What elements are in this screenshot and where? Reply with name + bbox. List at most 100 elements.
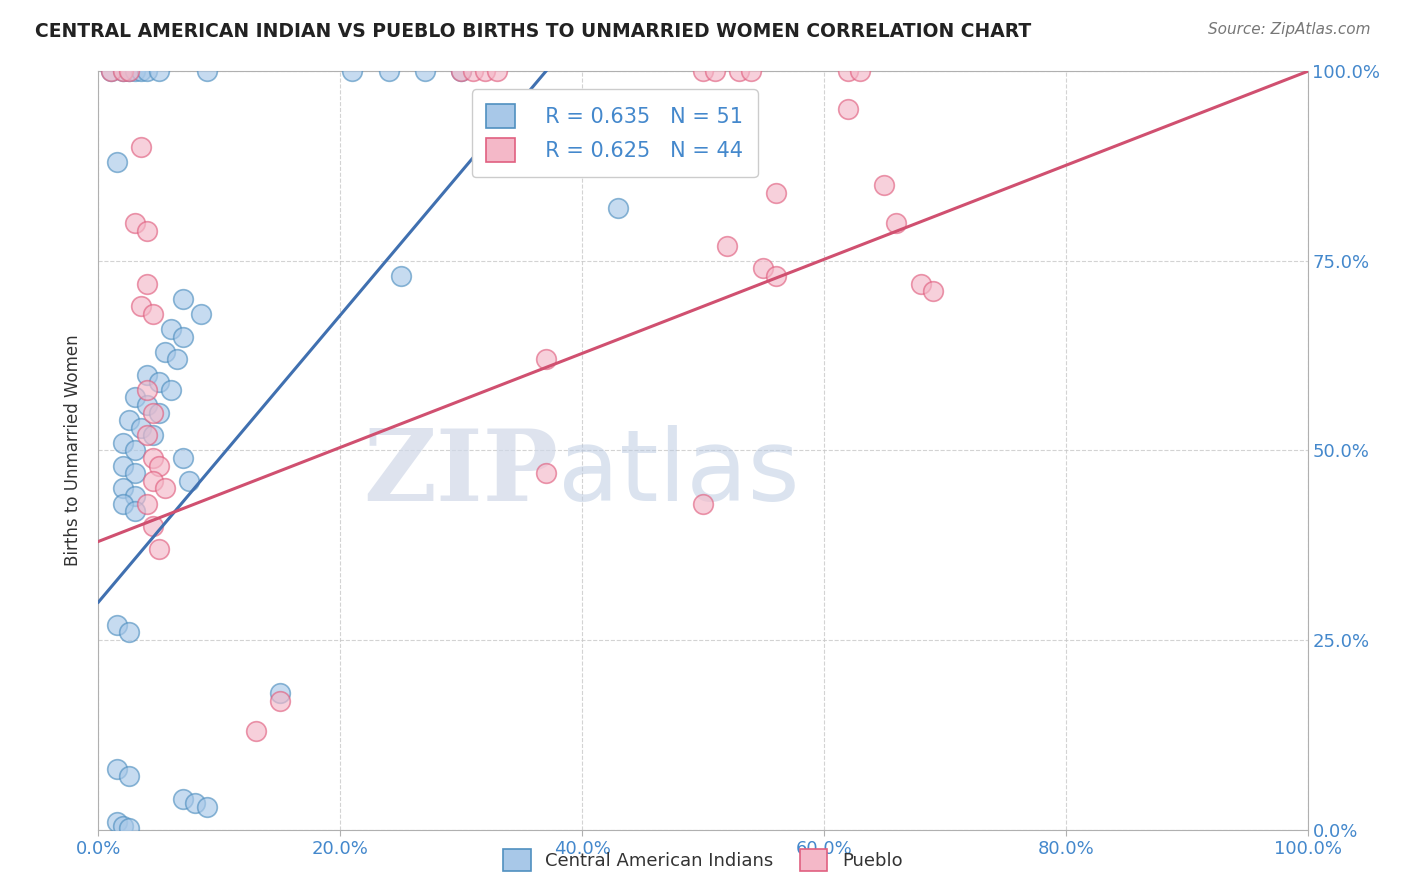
Point bbox=[172, 792, 194, 806]
Text: ZIP: ZIP bbox=[363, 425, 558, 522]
Point bbox=[124, 216, 146, 230]
Text: Source: ZipAtlas.com: Source: ZipAtlas.com bbox=[1208, 22, 1371, 37]
Point bbox=[118, 769, 141, 784]
Point bbox=[111, 496, 134, 510]
Point bbox=[148, 376, 170, 390]
Legend: Central American Indians, Pueblo: Central American Indians, Pueblo bbox=[496, 842, 910, 879]
Point bbox=[172, 292, 194, 306]
Point bbox=[692, 64, 714, 78]
Point bbox=[837, 64, 859, 78]
Point bbox=[172, 330, 194, 344]
Point bbox=[148, 542, 170, 557]
Point bbox=[921, 285, 943, 299]
Point bbox=[142, 428, 165, 442]
Point bbox=[118, 821, 141, 835]
Point bbox=[450, 64, 472, 78]
Point bbox=[342, 64, 364, 78]
Point bbox=[269, 694, 291, 708]
Point bbox=[111, 64, 134, 78]
Point bbox=[124, 504, 146, 518]
Point bbox=[837, 103, 859, 117]
Point bbox=[142, 519, 165, 533]
Point bbox=[129, 140, 152, 154]
Point bbox=[160, 383, 183, 397]
Point bbox=[135, 277, 157, 291]
Point bbox=[534, 467, 557, 481]
Point bbox=[873, 178, 896, 193]
Point bbox=[704, 64, 727, 78]
Point bbox=[129, 64, 152, 78]
Point bbox=[377, 64, 399, 78]
Point bbox=[105, 155, 128, 169]
Text: CENTRAL AMERICAN INDIAN VS PUEBLO BIRTHS TO UNMARRIED WOMEN CORRELATION CHART: CENTRAL AMERICAN INDIAN VS PUEBLO BIRTHS… bbox=[35, 22, 1032, 41]
Point bbox=[148, 458, 170, 473]
Legend:   R = 0.635   N = 51,   R = 0.625   N = 44: R = 0.635 N = 51, R = 0.625 N = 44 bbox=[471, 89, 758, 178]
Point bbox=[716, 238, 738, 253]
Point bbox=[111, 64, 134, 78]
Point bbox=[534, 155, 557, 169]
Point bbox=[184, 796, 207, 810]
Point bbox=[135, 496, 157, 510]
Point bbox=[190, 307, 212, 321]
Point bbox=[153, 344, 176, 359]
Point bbox=[129, 300, 152, 314]
Point bbox=[450, 64, 472, 78]
Point bbox=[105, 617, 128, 632]
Point bbox=[135, 64, 157, 78]
Point bbox=[129, 421, 152, 435]
Point bbox=[148, 405, 170, 420]
Point bbox=[166, 352, 188, 367]
Point bbox=[105, 815, 128, 830]
Point bbox=[413, 64, 436, 78]
Point bbox=[463, 64, 485, 78]
Point bbox=[118, 413, 141, 427]
Point bbox=[105, 762, 128, 776]
Point bbox=[179, 474, 201, 488]
Point bbox=[849, 64, 872, 78]
Point bbox=[124, 64, 146, 78]
Point bbox=[118, 64, 141, 78]
Point bbox=[728, 64, 751, 78]
Point bbox=[124, 443, 146, 458]
Point bbox=[118, 625, 141, 640]
Point bbox=[910, 277, 932, 291]
Text: atlas: atlas bbox=[558, 425, 800, 522]
Point bbox=[111, 436, 134, 450]
Point bbox=[111, 482, 134, 496]
Point bbox=[142, 307, 165, 321]
Point bbox=[124, 467, 146, 481]
Point bbox=[245, 724, 267, 739]
Point bbox=[765, 269, 787, 284]
Point bbox=[100, 64, 122, 78]
Point bbox=[111, 819, 134, 833]
Point bbox=[135, 398, 157, 412]
Point bbox=[752, 261, 775, 276]
Point bbox=[765, 186, 787, 200]
Point bbox=[135, 428, 157, 442]
Y-axis label: Births to Unmarried Women: Births to Unmarried Women bbox=[65, 334, 83, 566]
Point bbox=[160, 322, 183, 336]
Point bbox=[135, 368, 157, 382]
Point bbox=[740, 64, 762, 78]
Point bbox=[195, 64, 218, 78]
Point bbox=[135, 383, 157, 397]
Point bbox=[142, 451, 165, 466]
Point bbox=[124, 489, 146, 503]
Point bbox=[172, 451, 194, 466]
Point bbox=[389, 269, 412, 284]
Point bbox=[886, 216, 908, 230]
Point bbox=[153, 482, 176, 496]
Point bbox=[148, 64, 170, 78]
Point bbox=[474, 64, 496, 78]
Point bbox=[195, 800, 218, 814]
Point bbox=[142, 474, 165, 488]
Point bbox=[124, 391, 146, 405]
Point bbox=[534, 352, 557, 367]
Point bbox=[111, 458, 134, 473]
Point bbox=[100, 64, 122, 78]
Point bbox=[269, 686, 291, 700]
Point bbox=[692, 496, 714, 510]
Point bbox=[135, 223, 157, 237]
Point bbox=[607, 201, 630, 215]
Point bbox=[118, 64, 141, 78]
